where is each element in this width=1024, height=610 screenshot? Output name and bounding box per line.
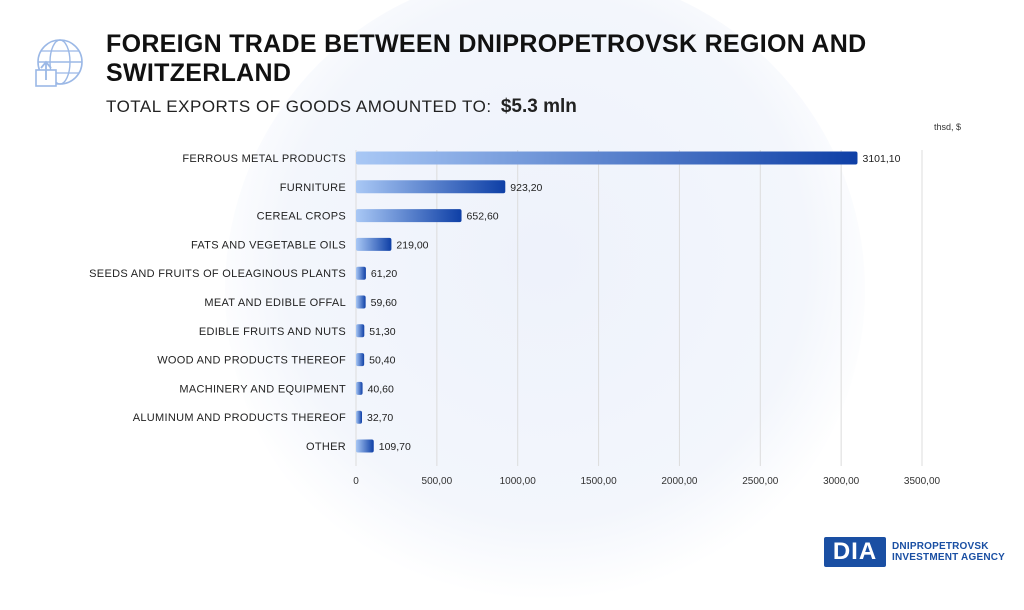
x-tick-label: 2500,00 [742,476,779,487]
category-label: FATS AND VEGETABLE OILS [191,239,346,251]
grid [355,150,923,466]
subtitle-prefix: TOTAL EXPORTS OF GOODS AMOUNTED TO: [106,97,492,116]
labels: 0 500,00 1000,00 1500,00 2000,00 2500,00 3000,… [89,153,940,487]
bar [356,209,462,223]
subtitle: TOTAL EXPORTS OF GOODS AMOUNTED TO: $5.3… [106,96,577,118]
bar [356,295,366,309]
unit-label: thsd, $ [934,122,962,132]
category-label: FERROUS METAL PRODUCTS [182,153,346,165]
category-label: MEAT AND EDIBLE OFFAL [204,297,346,309]
bar-chart: 0 500,00 1000,00 1500,00 2000,00 2500,00 3000,… [89,150,941,487]
value-label: 109,70 [379,441,411,453]
bar [356,381,363,395]
page-title: FOREIGN TRADE BETWEEN DNIPROPETROVSK REG… [106,30,867,87]
brand-line2: INVESTMENT AGENCY [892,552,1006,563]
x-tick-label: 500,00 [422,476,453,487]
value-label: 923,20 [510,182,542,194]
globe-export-icon [35,39,83,87]
value-label: 51,30 [369,326,395,338]
background-circle [225,0,865,610]
value-label: 40,60 [368,383,394,395]
x-tick-label: 1000,00 [500,476,537,487]
bar [356,439,374,453]
bars [356,151,858,453]
brand-line1: DNIPROPETROVSK [892,541,989,552]
value-label: 59,60 [371,297,397,309]
category-label: MACHINERY AND EQUIPMENT [179,383,346,395]
x-tick-label: 2000,00 [661,476,698,487]
brand-mark: DIA [824,537,886,567]
x-tick-label: 3000,00 [823,476,860,487]
bar [356,266,366,280]
value-label: 219,00 [396,239,428,251]
value-label: 50,40 [369,355,395,367]
bar [356,180,506,194]
category-label: WOOD AND PRODUCTS THEREOF [157,355,346,367]
bar [356,324,365,338]
x-tick-label: 1500,00 [580,476,617,487]
value-label: 32,70 [367,412,393,424]
category-label: EDIBLE FRUITS AND NUTS [199,326,346,338]
value-label: 3101,10 [862,153,900,165]
value-label: 61,20 [371,268,397,280]
category-label: SEEDS AND FRUITS OF OLEAGINOUS PLANTS [89,268,346,280]
bar [356,151,858,165]
brand-logo: DIA DNIPROPETROVSK INVESTMENT AGENCY [824,537,1005,567]
total-exports-value: $5.3 mln [500,96,577,117]
bar [356,237,392,251]
category-label: FURNITURE [280,182,346,194]
category-label: ALUMINUM AND PRODUCTS THEREOF [133,412,346,424]
bar [356,353,365,367]
brand-text: DNIPROPETROVSK INVESTMENT AGENCY [892,541,1005,563]
category-label: OTHER [306,441,346,453]
x-tick-label: 0 [353,476,359,487]
bar [356,410,362,424]
value-label: 652,60 [467,211,499,223]
x-tick-label: 3500,00 [904,476,941,487]
category-label: CEREAL CROPS [257,211,346,223]
